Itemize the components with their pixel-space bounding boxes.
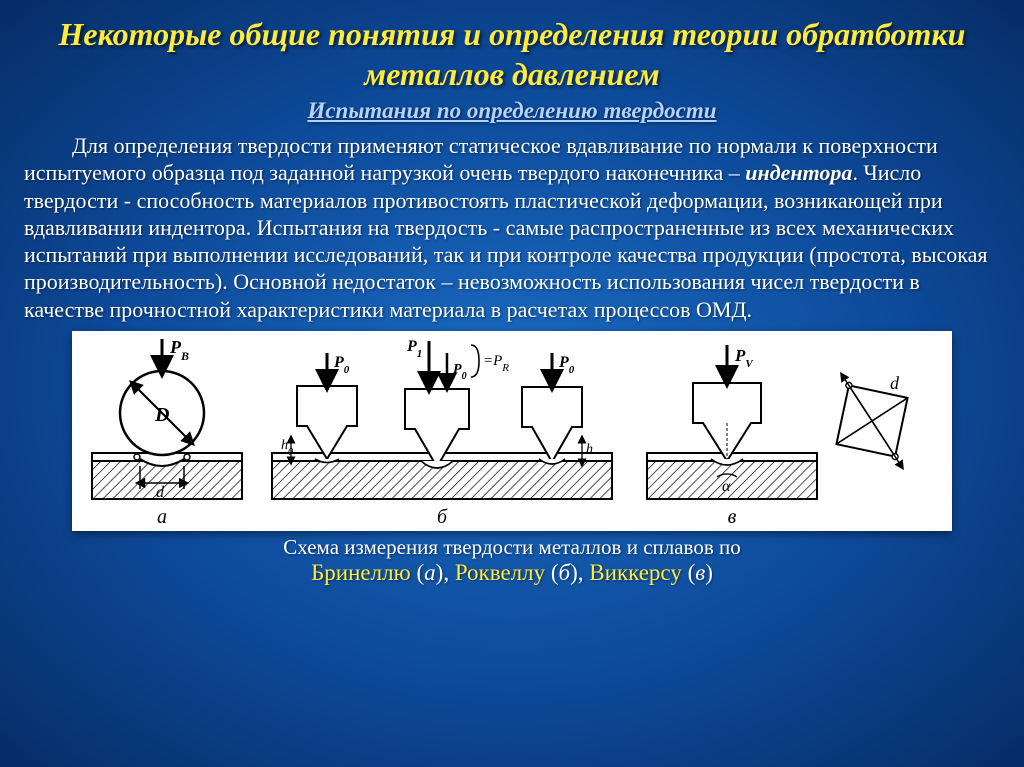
svg-text:PV: PV [734, 346, 754, 370]
svg-text:D: D [154, 404, 169, 426]
svg-text:α: α [722, 478, 731, 495]
label-a: а [424, 560, 436, 585]
label-v: в [695, 560, 705, 585]
svg-text:а: а [157, 506, 167, 528]
term-indenter: индентора [745, 160, 852, 185]
svg-text:h: h [586, 442, 593, 457]
sep: ( [416, 560, 424, 585]
svg-text:d: d [156, 484, 165, 501]
label-b: б [559, 560, 571, 585]
svg-text:P0: P0 [558, 354, 575, 376]
svg-text:PB: PB [169, 337, 189, 363]
hardness-diagram: D PB d а P0 [72, 331, 952, 531]
body-paragraph: Для определения твердости применяют стат… [24, 132, 1000, 323]
method-brinell: Бринеллю [311, 560, 411, 585]
page-subtitle: Испытания по определению твердости [24, 98, 1000, 124]
svg-text:P1: P1 [406, 338, 422, 360]
method-rockwell: Роквеллу [455, 560, 545, 585]
svg-text:P0: P0 [333, 354, 350, 376]
page-title: Некоторые общие понятия и определения те… [24, 14, 1000, 94]
svg-text:d: d [890, 373, 900, 393]
svg-text:P0: P0 [453, 362, 467, 382]
slide: Некоторые общие понятия и определения те… [0, 0, 1024, 767]
svg-text:=PR: =PR [483, 353, 509, 374]
svg-text:в: в [728, 506, 737, 528]
figure-caption-line2: Бринеллю (а), Роквеллу (б), Виккерсу (в) [24, 560, 1000, 586]
svg-text:б: б [437, 506, 448, 528]
figure-caption-line1: Схема измерения твердости металлов и спл… [24, 535, 1000, 560]
method-vickers: Виккерсу [589, 560, 682, 585]
